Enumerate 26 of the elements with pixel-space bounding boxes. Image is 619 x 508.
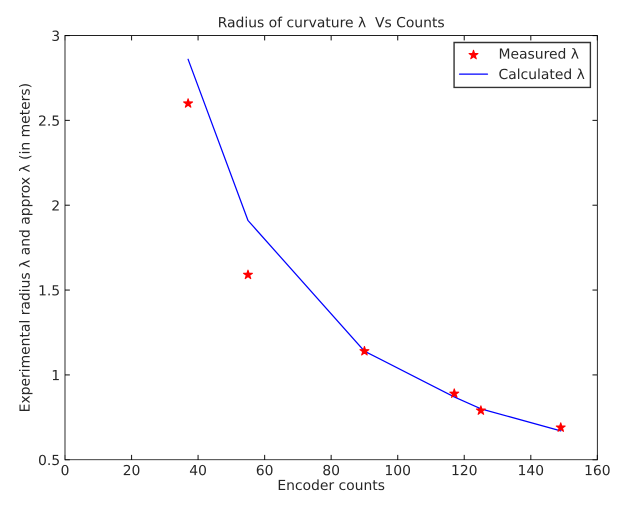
point	[243, 270, 253, 280]
y-tick-label: 2.5	[39, 115, 59, 126]
legend-label: Measured λ	[500, 48, 579, 59]
point	[449, 388, 460, 398]
y-tick-label: 3	[52, 30, 60, 42]
x-tick-label: 140	[519, 464, 544, 476]
chart-title: Radius of curvature λ Vs Counts	[219, 16, 444, 28]
x-axis-title: Encoder counts	[278, 479, 384, 490]
y-tick-label: 0.5	[38, 454, 59, 466]
point	[359, 346, 370, 356]
x-tick-label: 0	[61, 464, 68, 476]
x-tick-label: 120	[452, 464, 477, 476]
x-tick-label: 60	[256, 464, 273, 476]
x-tick-label: 160	[586, 464, 610, 476]
point	[556, 422, 566, 432]
x-tick-label: 100	[386, 464, 410, 476]
point	[183, 98, 194, 108]
y-tick-label: 1.5	[40, 285, 59, 296]
legend-label: Calculated λ	[499, 68, 584, 80]
y-axis-title: Experimental radius λ and approx λ (in meters)	[19, 84, 32, 411]
x-tick-label: 20	[124, 464, 140, 476]
x-tick-label: 40	[190, 464, 206, 476]
point	[476, 405, 486, 415]
y-tick-label: 2	[52, 200, 59, 211]
x-tick-label: 80	[323, 464, 340, 476]
y-tick-label: 1	[52, 370, 59, 380]
